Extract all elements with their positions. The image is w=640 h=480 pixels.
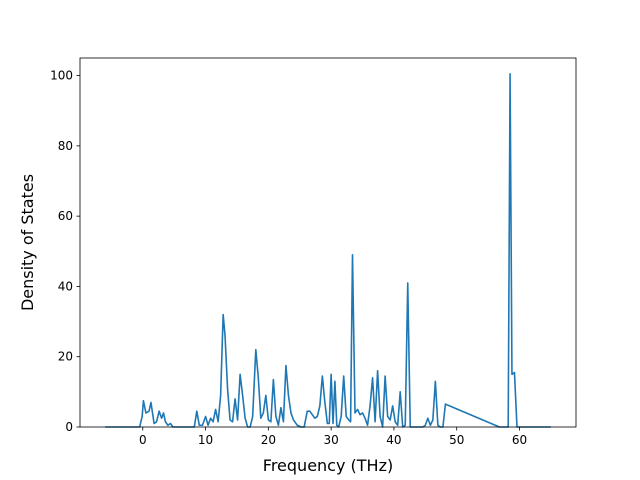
x-axis: 0 10 20 30 40 50 60 — [139, 427, 527, 447]
axes-frame — [79, 57, 577, 428]
y-axis: 0 20 40 60 80 100 — [50, 69, 80, 434]
x-tick-label: 40 — [386, 433, 401, 447]
x-tick-label: 10 — [198, 433, 213, 447]
plot-area — [105, 73, 551, 428]
y-tick-label: 60 — [58, 209, 73, 223]
y-tick-label: 40 — [58, 279, 73, 293]
dos-series-line — [105, 73, 551, 428]
y-tick-label: 80 — [58, 139, 73, 153]
x-axis-label: Frequency (THz) — [263, 456, 393, 475]
x-tick-label: 20 — [261, 433, 276, 447]
y-tick-label: 20 — [58, 350, 73, 364]
x-tick-label: 30 — [323, 433, 338, 447]
x-tick-label: 0 — [139, 433, 147, 447]
y-axis-label: Density of States — [18, 174, 37, 311]
x-tick-label: 60 — [512, 433, 527, 447]
y-tick-label: 100 — [50, 69, 73, 83]
y-tick-label: 0 — [65, 420, 73, 434]
x-tick-label: 50 — [449, 433, 464, 447]
